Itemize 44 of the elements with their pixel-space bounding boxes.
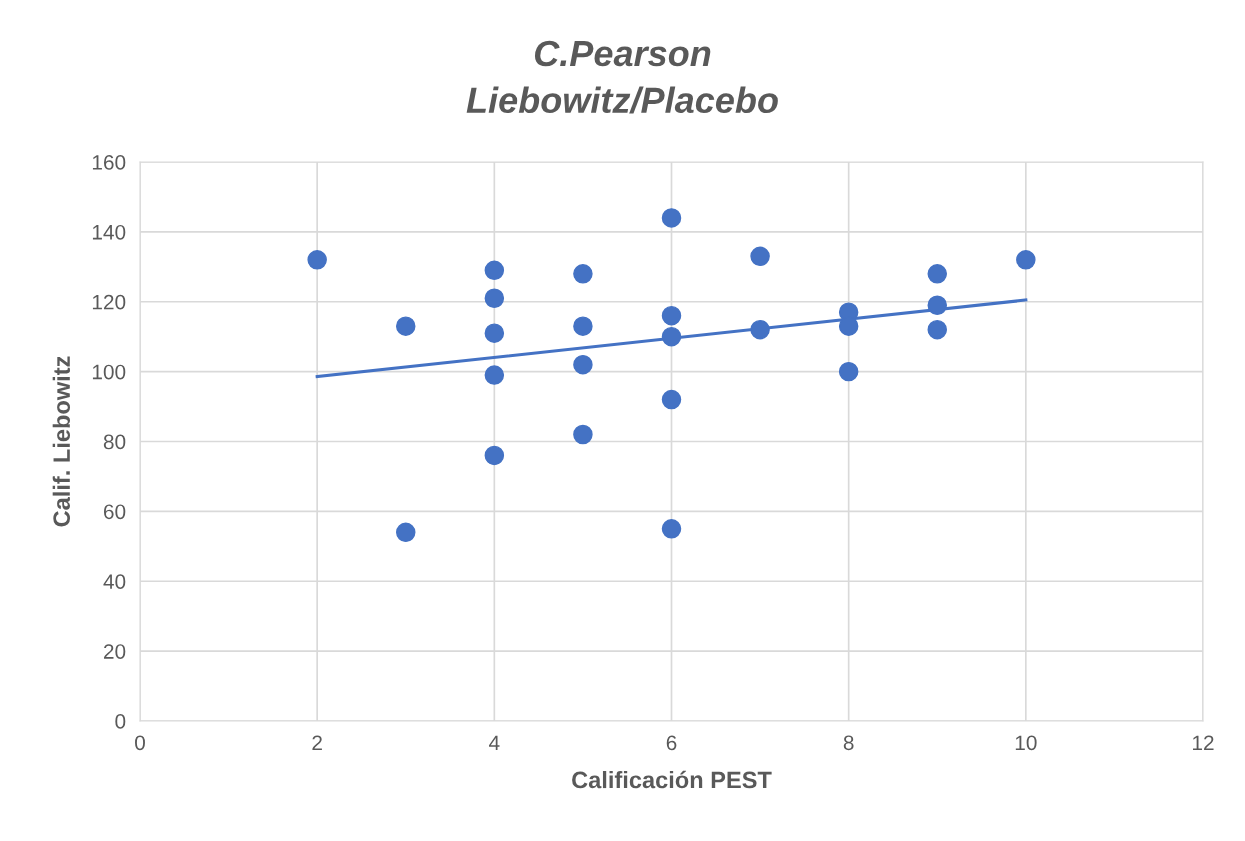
point <box>838 316 859 336</box>
x-tick-label: 6 <box>666 735 677 751</box>
x-tick-label: 0 <box>135 735 145 751</box>
x-tick-label: 2 <box>312 735 322 750</box>
point <box>307 250 327 270</box>
y-tick-label: 120 <box>92 294 126 310</box>
point <box>484 365 505 385</box>
y-axis-title: Calif. Liebowitz <box>52 356 71 527</box>
point <box>573 316 593 336</box>
y-tick-label: 160 <box>92 155 126 170</box>
x-tick-label: 12 <box>1193 735 1214 750</box>
point <box>661 389 682 410</box>
point <box>573 264 593 284</box>
y-tick-label: 80 <box>103 434 126 450</box>
y-tick-label: 0 <box>115 714 126 729</box>
point <box>927 319 947 340</box>
y-tick-label: 20 <box>103 644 126 659</box>
point <box>927 295 947 315</box>
y-tick-label: 100 <box>92 364 126 380</box>
point <box>484 323 505 343</box>
y-tick-label: 60 <box>104 504 126 520</box>
point <box>661 326 682 347</box>
x-tick-label: 10 <box>1015 735 1037 751</box>
point <box>573 424 593 445</box>
y-tick-label: 140 <box>92 224 126 240</box>
point <box>661 305 682 326</box>
chart-title: C.Pearson Liebowitz/Placebo <box>466 40 778 114</box>
point <box>927 264 947 284</box>
point <box>396 316 416 336</box>
point <box>396 522 416 543</box>
point <box>750 319 770 340</box>
point <box>661 519 682 539</box>
point <box>484 260 505 281</box>
point <box>484 445 505 466</box>
point <box>750 246 770 267</box>
x-tick-label: 4 <box>489 735 500 750</box>
point <box>1016 250 1036 270</box>
point <box>838 361 859 382</box>
point <box>484 288 505 309</box>
y-tick-label: 40 <box>103 574 126 589</box>
x-axis-title: Calificación PEST <box>572 770 772 789</box>
point <box>573 354 593 375</box>
point <box>661 208 682 228</box>
x-tick-label: 8 <box>843 735 854 751</box>
